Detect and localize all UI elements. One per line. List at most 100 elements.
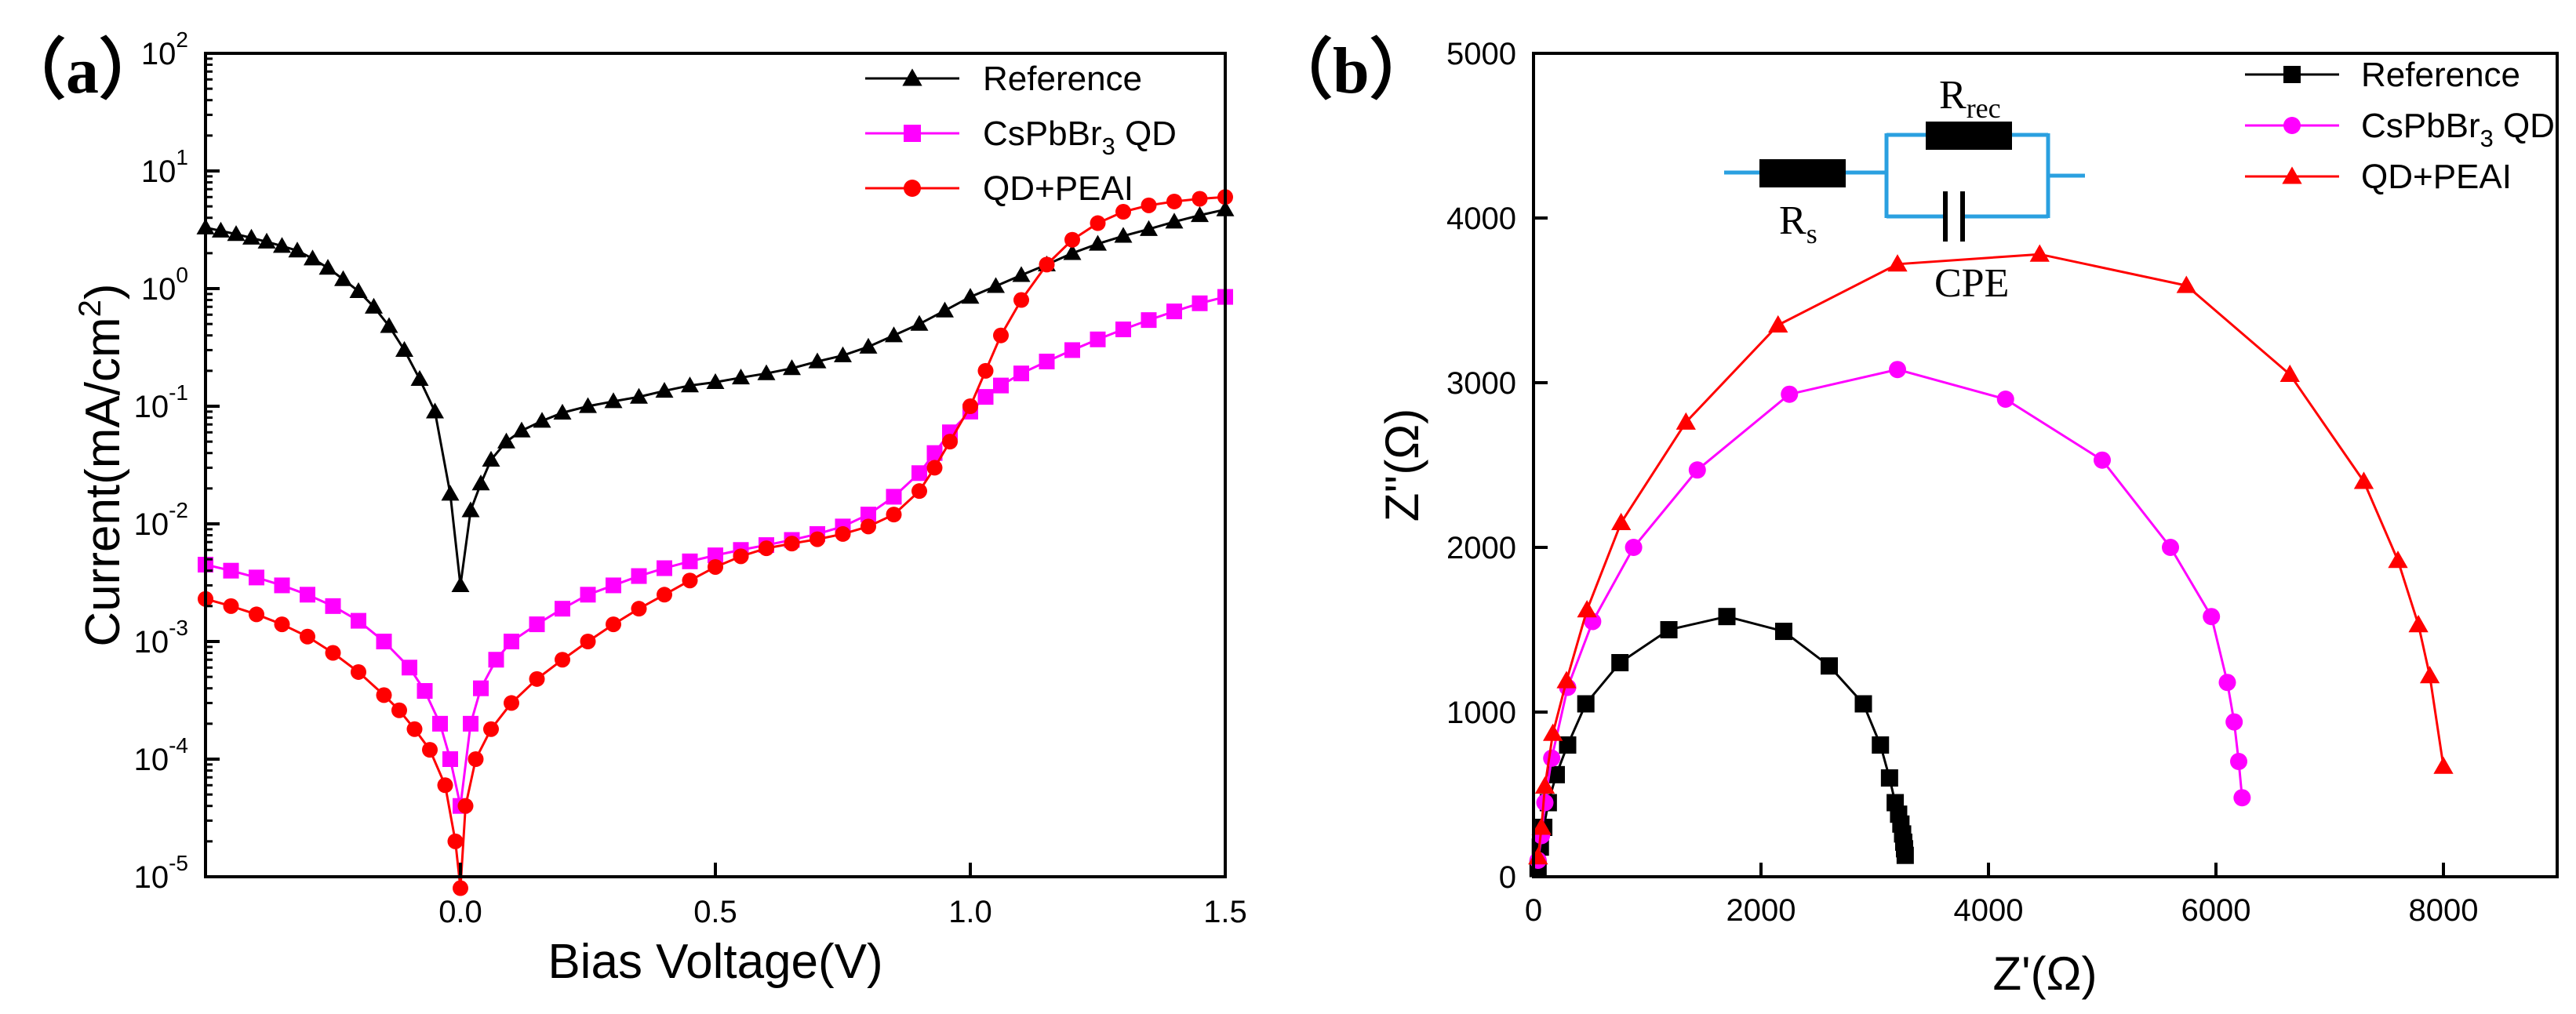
panel-a-data-point [1141,312,1157,329]
panel-a-y-axis-label-sup: 2 [73,300,107,317]
panel-b-data-point [1675,412,1696,430]
panel-a-data-point [441,485,460,501]
panel-a-data-point [1039,256,1055,273]
panel-a-data-point [422,742,438,758]
panel-a-data-point [961,288,980,304]
panel-a-legend-label: QD+PEAI [983,169,1133,208]
panel-a-data-point [529,616,545,633]
panel-a-data-point [1192,295,1208,311]
panel-b-data-point [1718,608,1736,626]
panel-a-data-point [655,381,674,398]
panel-a-data-point [860,518,876,535]
panel-a-data-point [274,577,290,594]
panel-a-data-point [257,232,276,249]
panel-a-data-point [376,634,392,649]
panel-a-data-point [555,652,570,668]
panel-a-y-tick-label: 10-5 [134,851,188,895]
panel-b-data-point [1559,736,1577,754]
panel-b-legend-item: QD+PEAI [2245,158,2512,196]
panel-b-data-point [1768,314,1788,333]
panel-a-data-point [783,359,801,376]
panel-a-label: （a） [0,35,165,107]
panel-b-data-point [2162,539,2179,556]
panel-a-data-point [886,507,902,523]
panel-b-data-point [2419,666,2440,684]
panel-b-data-point [1781,385,1799,403]
panel-b-plot-frame [1532,52,2559,878]
panel-a-data-point [942,434,958,450]
panel-a-data-point [962,398,978,414]
panel-a-data-point [288,242,307,258]
panel-a-data-point [376,687,392,703]
panel-a-data-point [529,671,545,687]
panel-a-y-tick-label: 10-4 [134,733,188,777]
panel-a-data-point [242,228,260,245]
panel-a-series-1 [198,289,1233,814]
panel-a-legend: Reference CsPbBr3 QD QD+PEAI [865,60,1177,208]
panel-b-data-point [1660,621,1678,638]
panel-a-data-point [395,340,413,358]
panel-a-data-point [482,450,500,467]
panel-b-y-tick-label: 3000 [1446,366,1516,401]
panel-a-legend-label: Reference [983,60,1142,98]
panel-a-data-point [708,558,723,575]
panel-b-x-tick-label: 8000 [2409,893,2479,928]
panel-b-data-point [1543,723,1563,741]
panel-b-data-point [1625,539,1643,556]
panel-b-data-point [2233,789,2251,807]
panel-a-data-point [274,616,290,633]
panel-a-data-point [926,445,943,461]
panel-b-data-point [1531,817,1552,835]
panel-a-legend-item: CsPbBr3 QD [865,114,1177,160]
panel-a-data-point [1039,353,1055,369]
panel-b-y-tick-label: 5000 [1446,37,1516,71]
panel-a-data-point [223,598,239,614]
panel-a-data-point [1115,204,1131,220]
panel-a-data-point [926,460,943,476]
panel-b-data-point [2029,244,2050,262]
panel-a-data-point [223,562,239,579]
panel-a-data-point [1191,206,1209,223]
panel-b-y-axis-label: Z''(Ω) [1376,409,1428,522]
panel-a-data-point [212,221,230,238]
circuit-rs-label: Rs [1779,198,1817,249]
panel-a-data-point [249,606,264,623]
panel-a-data-point [885,326,903,343]
panel-b-data-point [1896,846,1914,864]
panel-a-data-point [835,525,851,542]
panel-a-series-2 [198,189,1233,896]
panel-b-data-point [1611,654,1629,671]
panel-a-data-point [273,237,291,253]
panel-b-legend-label: CsPbBr3 QD [2361,107,2555,152]
panel-a-data-point [604,392,623,409]
panel-a-legend-marker [904,180,921,197]
panel-b-data-point [1556,671,1577,689]
panel-b-x-tick-label: 6000 [2181,893,2251,928]
panel-b-x-axis-label: Z'(Ω) [1993,947,2098,1000]
panel-a-data-point [987,277,1005,293]
panel-b-data-point [2176,275,2196,293]
panel-a-data-point [380,317,398,333]
panel-a-data-point [432,715,448,732]
panel-a-data-point [555,601,570,617]
panel-a-x-tick-label: 1.0 [948,895,992,929]
panel-a-legend-marker [902,68,922,86]
panel-b-data-point [1548,765,1565,783]
panel-a-x-tick-label: 0.0 [438,895,482,929]
panel-b-legend-item: Reference [2245,56,2520,94]
panel-a-data-point [1114,227,1133,243]
panel-a-data-point [1064,231,1080,248]
panel-b: （b） 0 2000 4000 6000 8000 0 1000 2000 3000 4000 50… [1267,35,2559,1000]
panel-a-data-point [488,652,504,668]
panel-b-data-point [1775,623,1792,641]
panel-b-x-tick-label: 4000 [1954,893,2024,928]
panel-a-data-point [1013,365,1029,382]
panel-b-legend-marker [2283,66,2301,83]
panel-a-data-point [733,548,749,565]
panel-a-data-point [402,660,417,676]
panel-a-data-point [447,833,464,849]
panel-b-data-point [1611,512,1632,530]
panel-a-data-point [300,628,315,645]
panel-a-data-point [708,547,723,564]
panel-a-data-point [657,560,672,576]
